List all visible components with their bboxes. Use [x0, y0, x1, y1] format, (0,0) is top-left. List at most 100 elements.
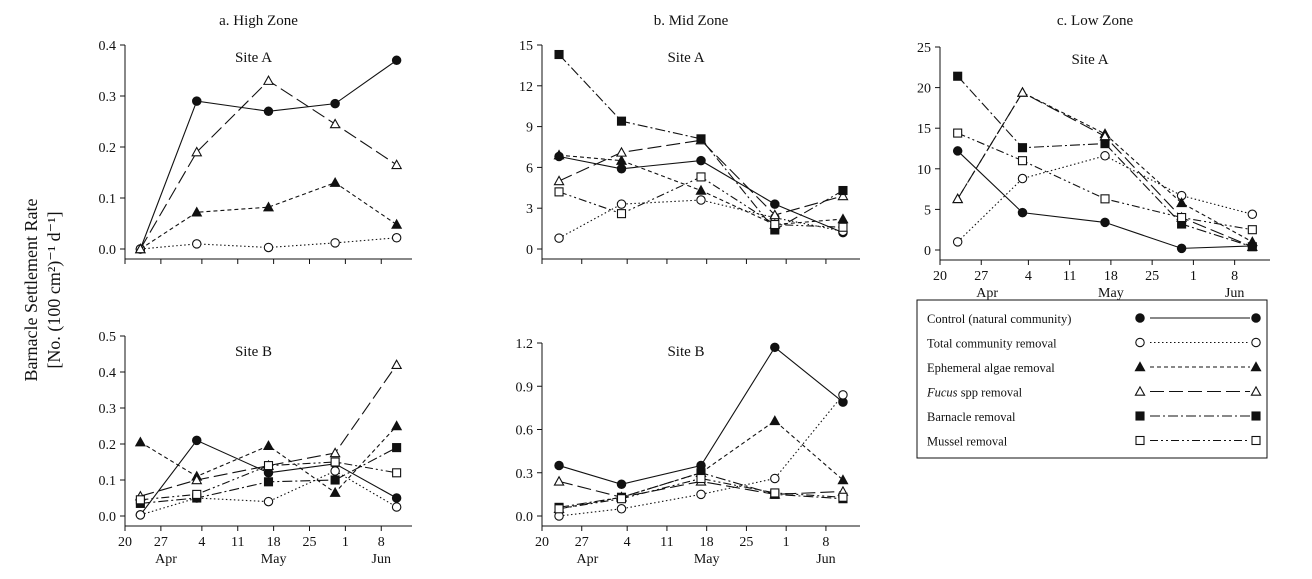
site-label: Site A [667, 50, 704, 66]
y-tick-label: 0.0 [99, 510, 117, 525]
legend-label: Barnacle removal [927, 410, 1016, 424]
site-label: Site A [1071, 52, 1108, 68]
data-point [1247, 225, 1257, 235]
legend-label-rest: spp removal [958, 386, 1023, 400]
series-5 [554, 172, 848, 232]
data-point [1247, 209, 1258, 220]
data-point [134, 436, 146, 447]
data-point [838, 222, 848, 232]
data-point [1017, 207, 1028, 218]
panel-title: a. High Zone [219, 13, 298, 29]
data-point [191, 146, 203, 157]
legend-marker-end [1250, 361, 1262, 372]
data-point [838, 185, 848, 196]
legend-marker-start [1134, 361, 1146, 372]
y-tick-label: 10 [917, 163, 931, 178]
data-point [953, 71, 963, 81]
series-1 [135, 233, 402, 254]
data-point [837, 190, 849, 201]
data-point [553, 475, 565, 486]
month-label: May [1098, 286, 1124, 301]
data-point [330, 457, 340, 467]
y-tick-label: 0.1 [99, 474, 117, 489]
x-tick-label: 27 [575, 535, 589, 550]
y-tick-label: 0.5 [99, 330, 117, 345]
data-point [616, 479, 627, 490]
y-axis-label-line2: [No. (100 cm²)⁻¹ d⁻¹] [44, 211, 65, 368]
x-tick-label: 11 [660, 535, 673, 550]
data-point [616, 116, 627, 126]
month-label: Apr [155, 552, 177, 567]
y-tick-label: 0.0 [99, 243, 117, 258]
series-5 [953, 128, 1257, 235]
y-tick-label: 0.6 [516, 424, 534, 439]
data-point [616, 494, 627, 504]
y-axis-label-line1: Barnacle Settlement Rate [21, 199, 41, 382]
series-line [558, 477, 843, 510]
y-tick-label: 0.4 [99, 39, 117, 54]
x-tick-label: 1 [342, 535, 349, 550]
y-tick-label: 12 [519, 80, 533, 95]
data-point [391, 218, 403, 229]
x-tick-label: 25 [303, 535, 317, 550]
y-tick-label: 0.2 [99, 141, 117, 156]
x-tick-label: 18 [1104, 269, 1118, 284]
series-line [140, 182, 397, 250]
data-point [952, 193, 964, 204]
x-tick-label: 27 [974, 269, 988, 284]
data-point [391, 55, 402, 66]
y-tick-label: 0.3 [99, 402, 117, 417]
month-label: May [261, 552, 287, 567]
series-3 [134, 74, 403, 254]
x-tick-label: 20 [535, 535, 549, 550]
y-tick-label: 6 [526, 161, 533, 176]
data-point [553, 175, 565, 186]
data-point [554, 233, 564, 243]
data-point [329, 447, 341, 458]
legend: Control (natural community) Total communi… [916, 299, 1268, 459]
x-tick-label: 27 [154, 535, 168, 550]
data-point [262, 74, 275, 85]
data-point [330, 475, 340, 485]
series-2 [134, 420, 403, 497]
data-point [616, 209, 627, 219]
data-point [330, 98, 340, 109]
data-point [1247, 242, 1257, 252]
data-point [391, 493, 402, 503]
data-point [696, 172, 706, 182]
data-point [1100, 151, 1110, 161]
data-point [329, 118, 341, 129]
data-point [1017, 143, 1028, 153]
series-1 [952, 151, 1258, 247]
data-point [952, 146, 963, 156]
x-tick-label: 18 [267, 535, 281, 550]
data-point [615, 146, 628, 157]
panel-title: b. Mid Zone [654, 13, 729, 29]
series-line [558, 199, 844, 239]
legend-label: Ephemeral algae removal [927, 361, 1055, 375]
data-point [1016, 86, 1029, 97]
data-point [696, 195, 706, 205]
legend-marker-end [1251, 435, 1261, 446]
legend-rows: Control (natural community) Total communi… [926, 312, 1262, 449]
data-point [696, 473, 706, 484]
series-line [957, 132, 1253, 231]
x-tick-label: 1 [783, 535, 790, 550]
data-point [191, 206, 203, 217]
data-point [391, 502, 402, 512]
legend-marker-start [1135, 313, 1145, 323]
data-point [192, 239, 202, 249]
month-label: Jun [1225, 286, 1244, 301]
series-1 [554, 195, 848, 243]
legend-marker-start [1135, 435, 1145, 446]
y-tick-label: 9 [526, 121, 533, 136]
x-tick-label: 20 [118, 535, 132, 550]
x-tick-label: 11 [231, 535, 244, 550]
series-line [140, 364, 398, 497]
data-point [263, 106, 274, 117]
x-tick-label: 4 [198, 535, 205, 550]
data-point [770, 473, 780, 484]
data-point [838, 492, 848, 502]
